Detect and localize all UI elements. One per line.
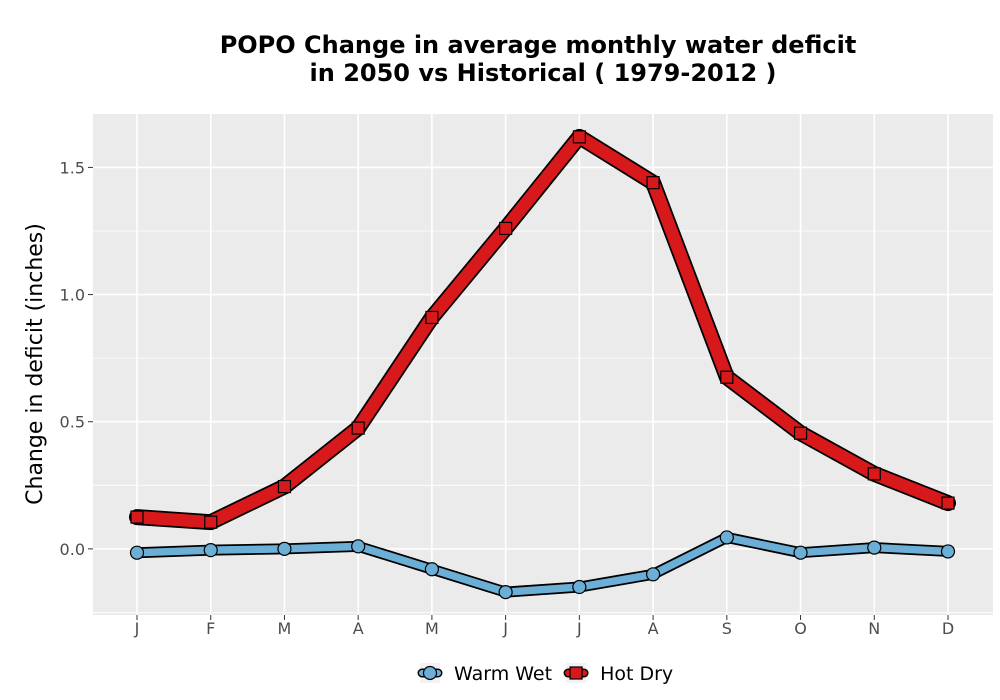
x-tick-label-8: S	[722, 619, 732, 638]
series-0-point-4	[424, 562, 440, 577]
chart-title-line-1: POPO Change in average monthly water def…	[220, 31, 857, 59]
y-tick-label-0: 0.0	[60, 540, 85, 559]
series-0-point-5	[498, 585, 513, 600]
x-tick-label-9: O	[794, 619, 807, 638]
series-1-point-10	[867, 467, 881, 481]
x-tick-label-4: M	[425, 619, 439, 638]
series-1-point-11	[941, 496, 955, 510]
x-tick-label-3: A	[353, 619, 364, 638]
series-0-point-7	[645, 567, 661, 582]
series-0-point-11	[940, 544, 956, 559]
legend-label-0: Warm Wet	[454, 663, 552, 685]
y-axis-label: Change in deficit (inches)	[23, 223, 48, 505]
plot-panel	[93, 114, 993, 615]
series-0-line	[133, 533, 952, 596]
x-tick-label-6: J	[576, 619, 582, 638]
x-tick-label-10: N	[868, 619, 880, 638]
chart-title-line-2: in 2050 vs Historical ( 1979-2012 )	[310, 59, 777, 87]
series-1-point-1	[204, 515, 218, 529]
series-0-point-10	[867, 540, 882, 555]
series-1-point-3	[351, 421, 365, 435]
grid-major	[93, 114, 993, 615]
x-tick-label-1: F	[206, 619, 215, 638]
legend-item-1: Hot Dry	[563, 663, 673, 685]
legend-key-marker-0	[422, 665, 438, 681]
series-1-point-6	[572, 130, 586, 144]
series-1-point-7	[646, 176, 660, 190]
series-0-point-9	[793, 545, 808, 560]
legend-item-0: Warm Wet	[417, 663, 552, 685]
series-1-point-5	[499, 221, 513, 236]
series-1-point-4	[425, 310, 439, 325]
grid-minor	[93, 230, 993, 613]
series-0-point-3	[351, 539, 366, 554]
series-1-point-0	[130, 510, 144, 524]
series-0-point-8	[719, 530, 734, 545]
series-0-point-1	[203, 543, 218, 558]
series-0-point-2	[277, 541, 292, 556]
x-tick-label-11: D	[942, 619, 954, 638]
series-1-point-9	[793, 426, 808, 440]
legend: Warm Wet Hot Dry	[417, 663, 673, 685]
y-tick-label-3: 1.5	[60, 158, 85, 177]
series-layer	[129, 128, 956, 600]
series-1-point-2	[277, 479, 292, 494]
series-1-point-8	[720, 370, 734, 384]
series-0-point-0	[129, 545, 145, 560]
y-tick-label-2: 1.0	[60, 286, 85, 305]
x-tick-label-0: J	[134, 619, 140, 638]
x-tick-label-5: J	[502, 619, 508, 638]
x-tick-label-2: M	[278, 619, 292, 638]
x-tick-label-7: A	[648, 619, 659, 638]
legend-key-marker-1	[569, 666, 583, 680]
y-axis: 0.0 0.5 1.0 1.5	[60, 158, 93, 559]
series-0-point-6	[572, 579, 587, 595]
y-tick-label-1: 0.5	[60, 413, 85, 432]
legend-label-1: Hot Dry	[600, 663, 673, 685]
series-1-line	[130, 130, 955, 529]
